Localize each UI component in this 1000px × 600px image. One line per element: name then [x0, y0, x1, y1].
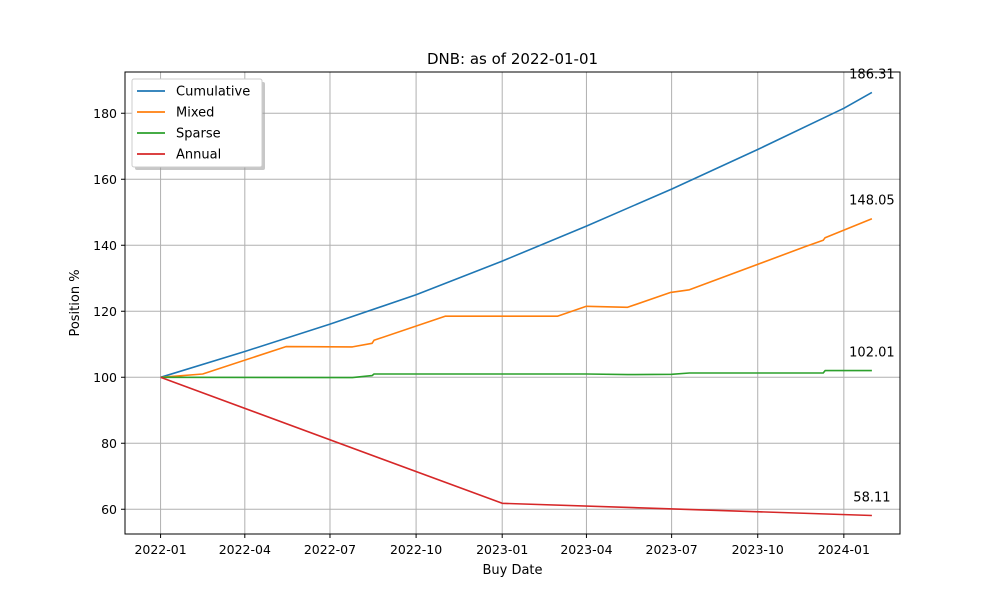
plot-frame: [124, 71, 901, 535]
series-line-annual: [160, 376, 872, 517]
x-tick-label: 2022-04: [219, 542, 271, 557]
y-tick-label: 120: [93, 304, 117, 319]
x-axis-label: Buy Date: [482, 563, 542, 578]
x-tick-label: 2023-07: [646, 542, 698, 557]
y-axis-label: Position %: [68, 269, 83, 336]
legend-label-annual: Annual: [176, 148, 221, 163]
legend: Cumulative Mixed Sparse Annual: [131, 78, 265, 170]
end-label-annual: 58.11: [853, 490, 890, 505]
y-tick-label: 180: [93, 106, 117, 121]
legend-label-mixed: Mixed: [176, 106, 214, 121]
x-tick-label: 2022-01: [134, 542, 186, 557]
end-label-sparse: 102.01: [849, 346, 895, 361]
series-lines: [160, 91, 873, 517]
legend-label-cumulative: Cumulative: [176, 85, 250, 100]
end-labels: 186.31 148.05 102.01 58.11: [849, 67, 895, 505]
y-tick-label: 160: [93, 172, 117, 187]
series-line-mixed: [160, 217, 873, 379]
legend-label-sparse: Sparse: [176, 127, 221, 142]
legend-box: [131, 78, 263, 168]
x-axis-ticks: 2022-01 2022-04 2022-07 2022-10 2023-01 2023-…: [134, 534, 870, 557]
end-label-mixed: 148.05: [849, 194, 895, 209]
y-tick-label: 140: [93, 238, 117, 253]
y-tick-label: 100: [93, 370, 117, 385]
y-axis-ticks: 60 80 100 120 140 160 180: [93, 106, 125, 517]
y-tick-label: 80: [101, 436, 117, 451]
series-line-cumulative: [160, 91, 873, 379]
chart-title: DNB: as of 2022-01-01: [427, 50, 598, 68]
series-line-sparse: [160, 369, 872, 379]
y-tick-label: 60: [101, 502, 117, 517]
x-tick-label: 2022-07: [304, 542, 356, 557]
x-tick-label: 2024-01: [818, 542, 870, 557]
x-tick-label: 2023-10: [732, 542, 784, 557]
end-label-cumulative: 186.31: [849, 67, 895, 82]
x-tick-label: 2023-04: [560, 542, 612, 557]
x-tick-label: 2022-10: [390, 542, 442, 557]
x-tick-label: 2023-01: [476, 542, 528, 557]
